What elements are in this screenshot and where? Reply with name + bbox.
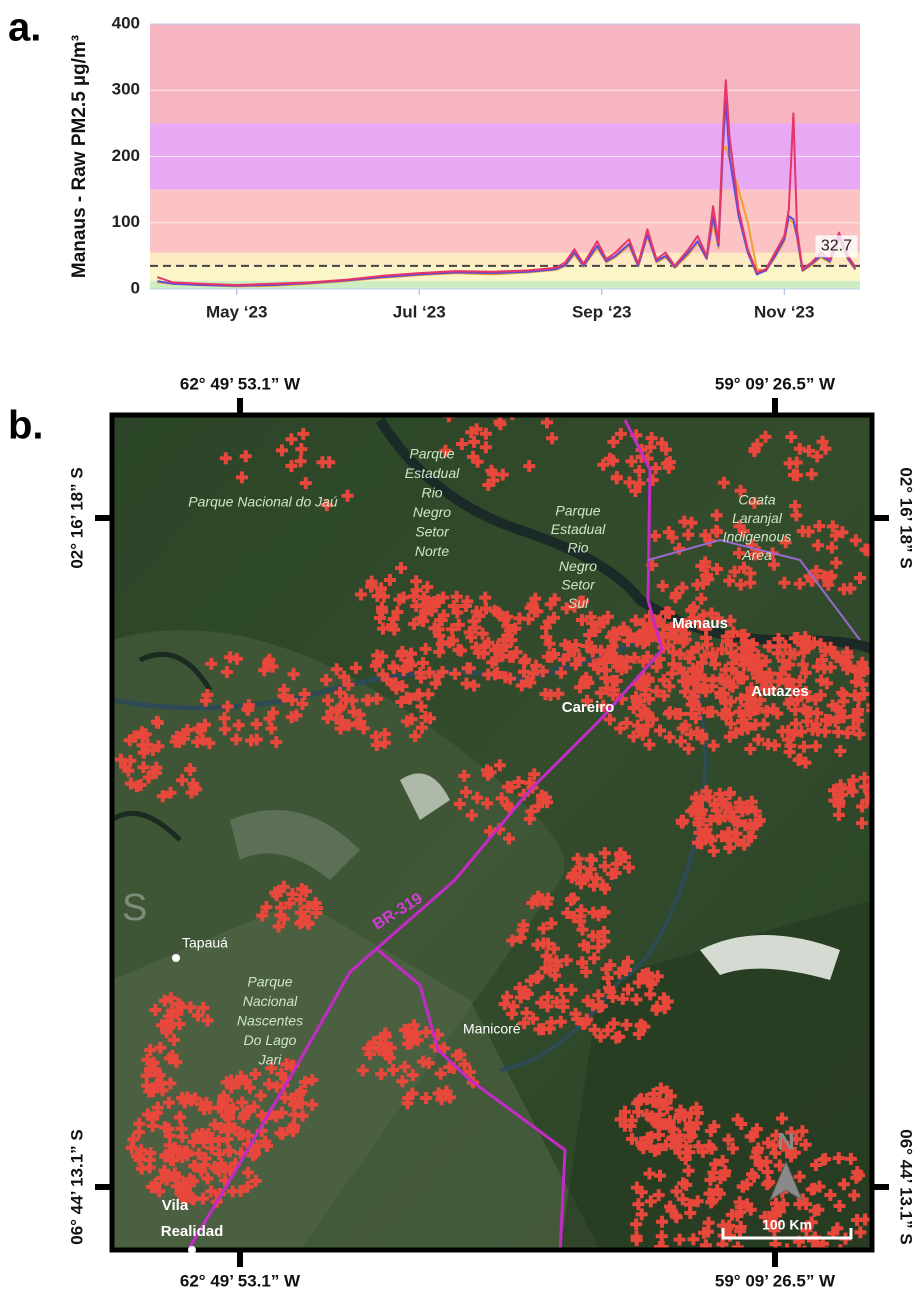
latitude-label: 02° 16’ 18” S (897, 467, 916, 568)
area-label: Laranjal (732, 510, 783, 526)
longitude-label: 62° 49’ 53.1” W (180, 1271, 301, 1290)
latitude-label: 06° 44’ 13.1” S (67, 1129, 86, 1245)
town-label: Vila (162, 1197, 189, 1214)
last-value-label: 32.7 (821, 238, 852, 255)
y-tick-label: 300 (112, 80, 140, 99)
park-label: Estadual (551, 521, 606, 537)
park-label: Parque (409, 446, 454, 462)
park-label: Setor (415, 524, 450, 540)
aqi-band (150, 190, 860, 253)
x-tick-label: Sep ‘23 (572, 302, 632, 321)
area-label: Coata (738, 492, 776, 508)
town-label: Realidad (161, 1223, 224, 1240)
panel-label: b. (8, 404, 44, 448)
area-label: Area (741, 547, 772, 563)
page: a. b. 0 100 200 300 400 May ‘23 Jul ‘23 Sep ‘23… (0, 0, 917, 1295)
park-label: Setor (561, 577, 596, 593)
town-label: Tapauá (182, 935, 228, 951)
park-label: Do Lago (244, 1032, 297, 1048)
north-arrow-label: N (777, 1128, 794, 1155)
park-label: Sul (568, 595, 589, 611)
panel-label: a. (8, 6, 41, 50)
x-tick-label: Jul ‘23 (393, 302, 446, 321)
latitude-label: 02° 16’ 18” S (67, 467, 86, 568)
park-label: Parque (555, 503, 600, 519)
park-label: Jari (258, 1052, 282, 1068)
map: S 62° 49’ 53.1” W 59° 09’ 26.5” W 62° 49… (67, 374, 915, 1295)
aqi-band (150, 24, 860, 123)
longitude-label: 59° 09’ 26.5” W (715, 374, 836, 393)
y-axis-title: Manaus - Raw PM2.5 µg/m³ (69, 35, 90, 278)
y-tick-label: 0 (131, 278, 140, 297)
y-tick-label: 200 (112, 146, 140, 165)
place-dot (188, 1246, 196, 1254)
place-dot (172, 954, 180, 962)
x-tick-label: May ‘23 (206, 302, 267, 321)
longitude-label: 62° 49’ 53.1” W (180, 374, 301, 393)
figure: a. b. 0 100 200 300 400 May ‘23 Jul ‘23 Sep ‘23… (0, 0, 917, 1295)
park-label: Negro (413, 504, 451, 520)
town-label: Careiro (562, 699, 615, 716)
town-label: Autazes (751, 683, 809, 700)
park-label: Norte (415, 543, 449, 559)
map-artifact: S (122, 887, 147, 929)
park-label: Rio (421, 485, 442, 501)
city-label: Manaus (672, 615, 728, 632)
area-label: Indigenous (723, 529, 792, 545)
park-label: Parque Nacional do Jaú (188, 494, 338, 510)
y-tick-label: 100 (112, 212, 140, 231)
park-label: Nacional (243, 993, 298, 1009)
park-label: Estadual (405, 465, 460, 481)
park-label: Negro (559, 558, 597, 574)
longitude-label: 59° 09’ 26.5” W (715, 1271, 836, 1290)
scale-label: 100 Km (762, 1217, 812, 1233)
park-label: Parque (247, 974, 292, 990)
x-tick-label: Nov ‘23 (754, 302, 814, 321)
park-label: Rio (567, 540, 588, 556)
chart: 0 100 200 300 400 May ‘23 Jul ‘23 Sep ‘23 Nov ‘2… (69, 13, 860, 321)
latitude-label: 06° 44’ 13.1” S (897, 1129, 916, 1245)
park-label: Nascentes (237, 1013, 303, 1029)
y-tick-label: 400 (112, 13, 140, 32)
town-label: Manicoré (463, 1021, 521, 1037)
